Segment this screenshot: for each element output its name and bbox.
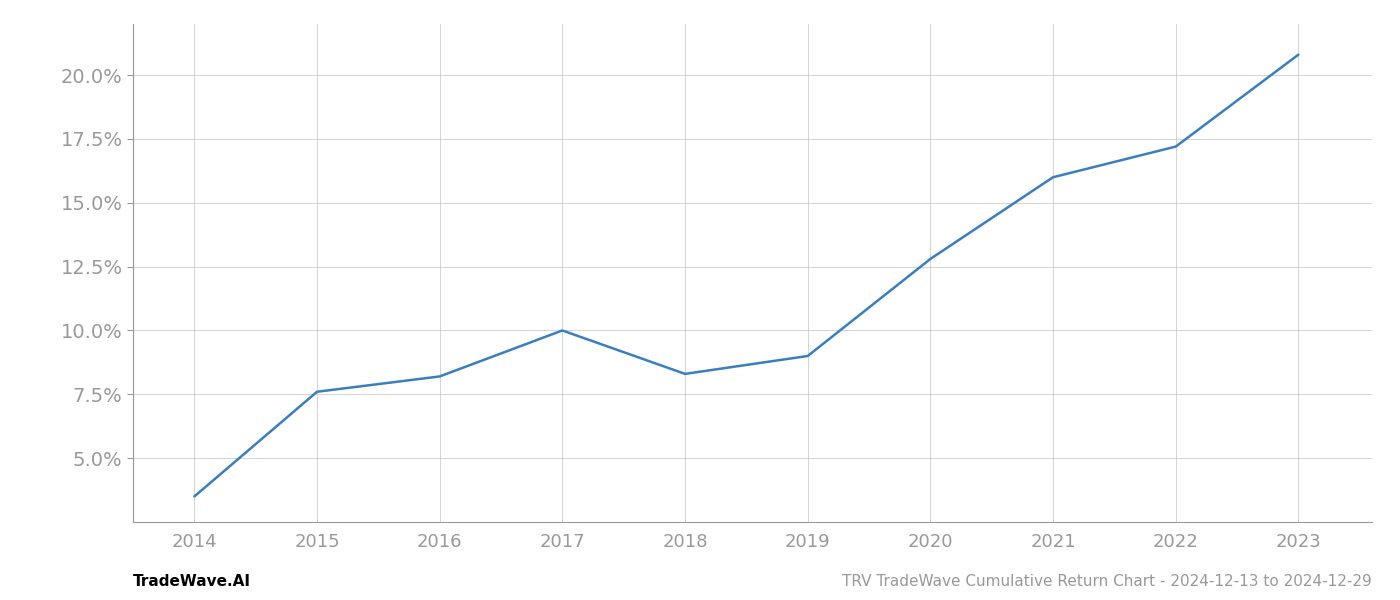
Text: TradeWave.AI: TradeWave.AI: [133, 574, 251, 589]
Text: TRV TradeWave Cumulative Return Chart - 2024-12-13 to 2024-12-29: TRV TradeWave Cumulative Return Chart - …: [843, 574, 1372, 589]
